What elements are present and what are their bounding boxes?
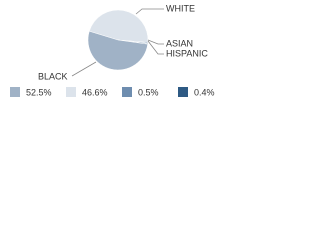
slices <box>87 9 149 71</box>
legend: 52.5% 46.6% 0.5% 0.4% <box>10 87 215 97</box>
legend-swatch <box>122 87 132 97</box>
leader-line <box>147 39 164 45</box>
legend-label: 0.5% <box>138 87 159 97</box>
slice-label: ASIAN <box>166 38 193 48</box>
slice-label: WHITE <box>166 3 195 13</box>
slice-label: HISPANIC <box>166 48 208 58</box>
leader-line <box>135 8 164 15</box>
legend-swatch <box>66 87 76 97</box>
legend-label: 0.4% <box>194 87 215 97</box>
leader-line <box>71 61 97 77</box>
legend-swatch <box>178 87 188 97</box>
slice-label: BLACK <box>38 71 68 81</box>
legend-swatch <box>10 87 20 97</box>
legend-label: 46.6% <box>82 87 108 97</box>
slice <box>88 9 149 43</box>
legend-label: 52.5% <box>26 87 52 97</box>
slice <box>87 30 148 71</box>
chart: WHITE ASIAN HISPANIC BLACK 52.5% 46.6% 0.5… <box>10 3 215 97</box>
leader-line <box>147 40 164 55</box>
